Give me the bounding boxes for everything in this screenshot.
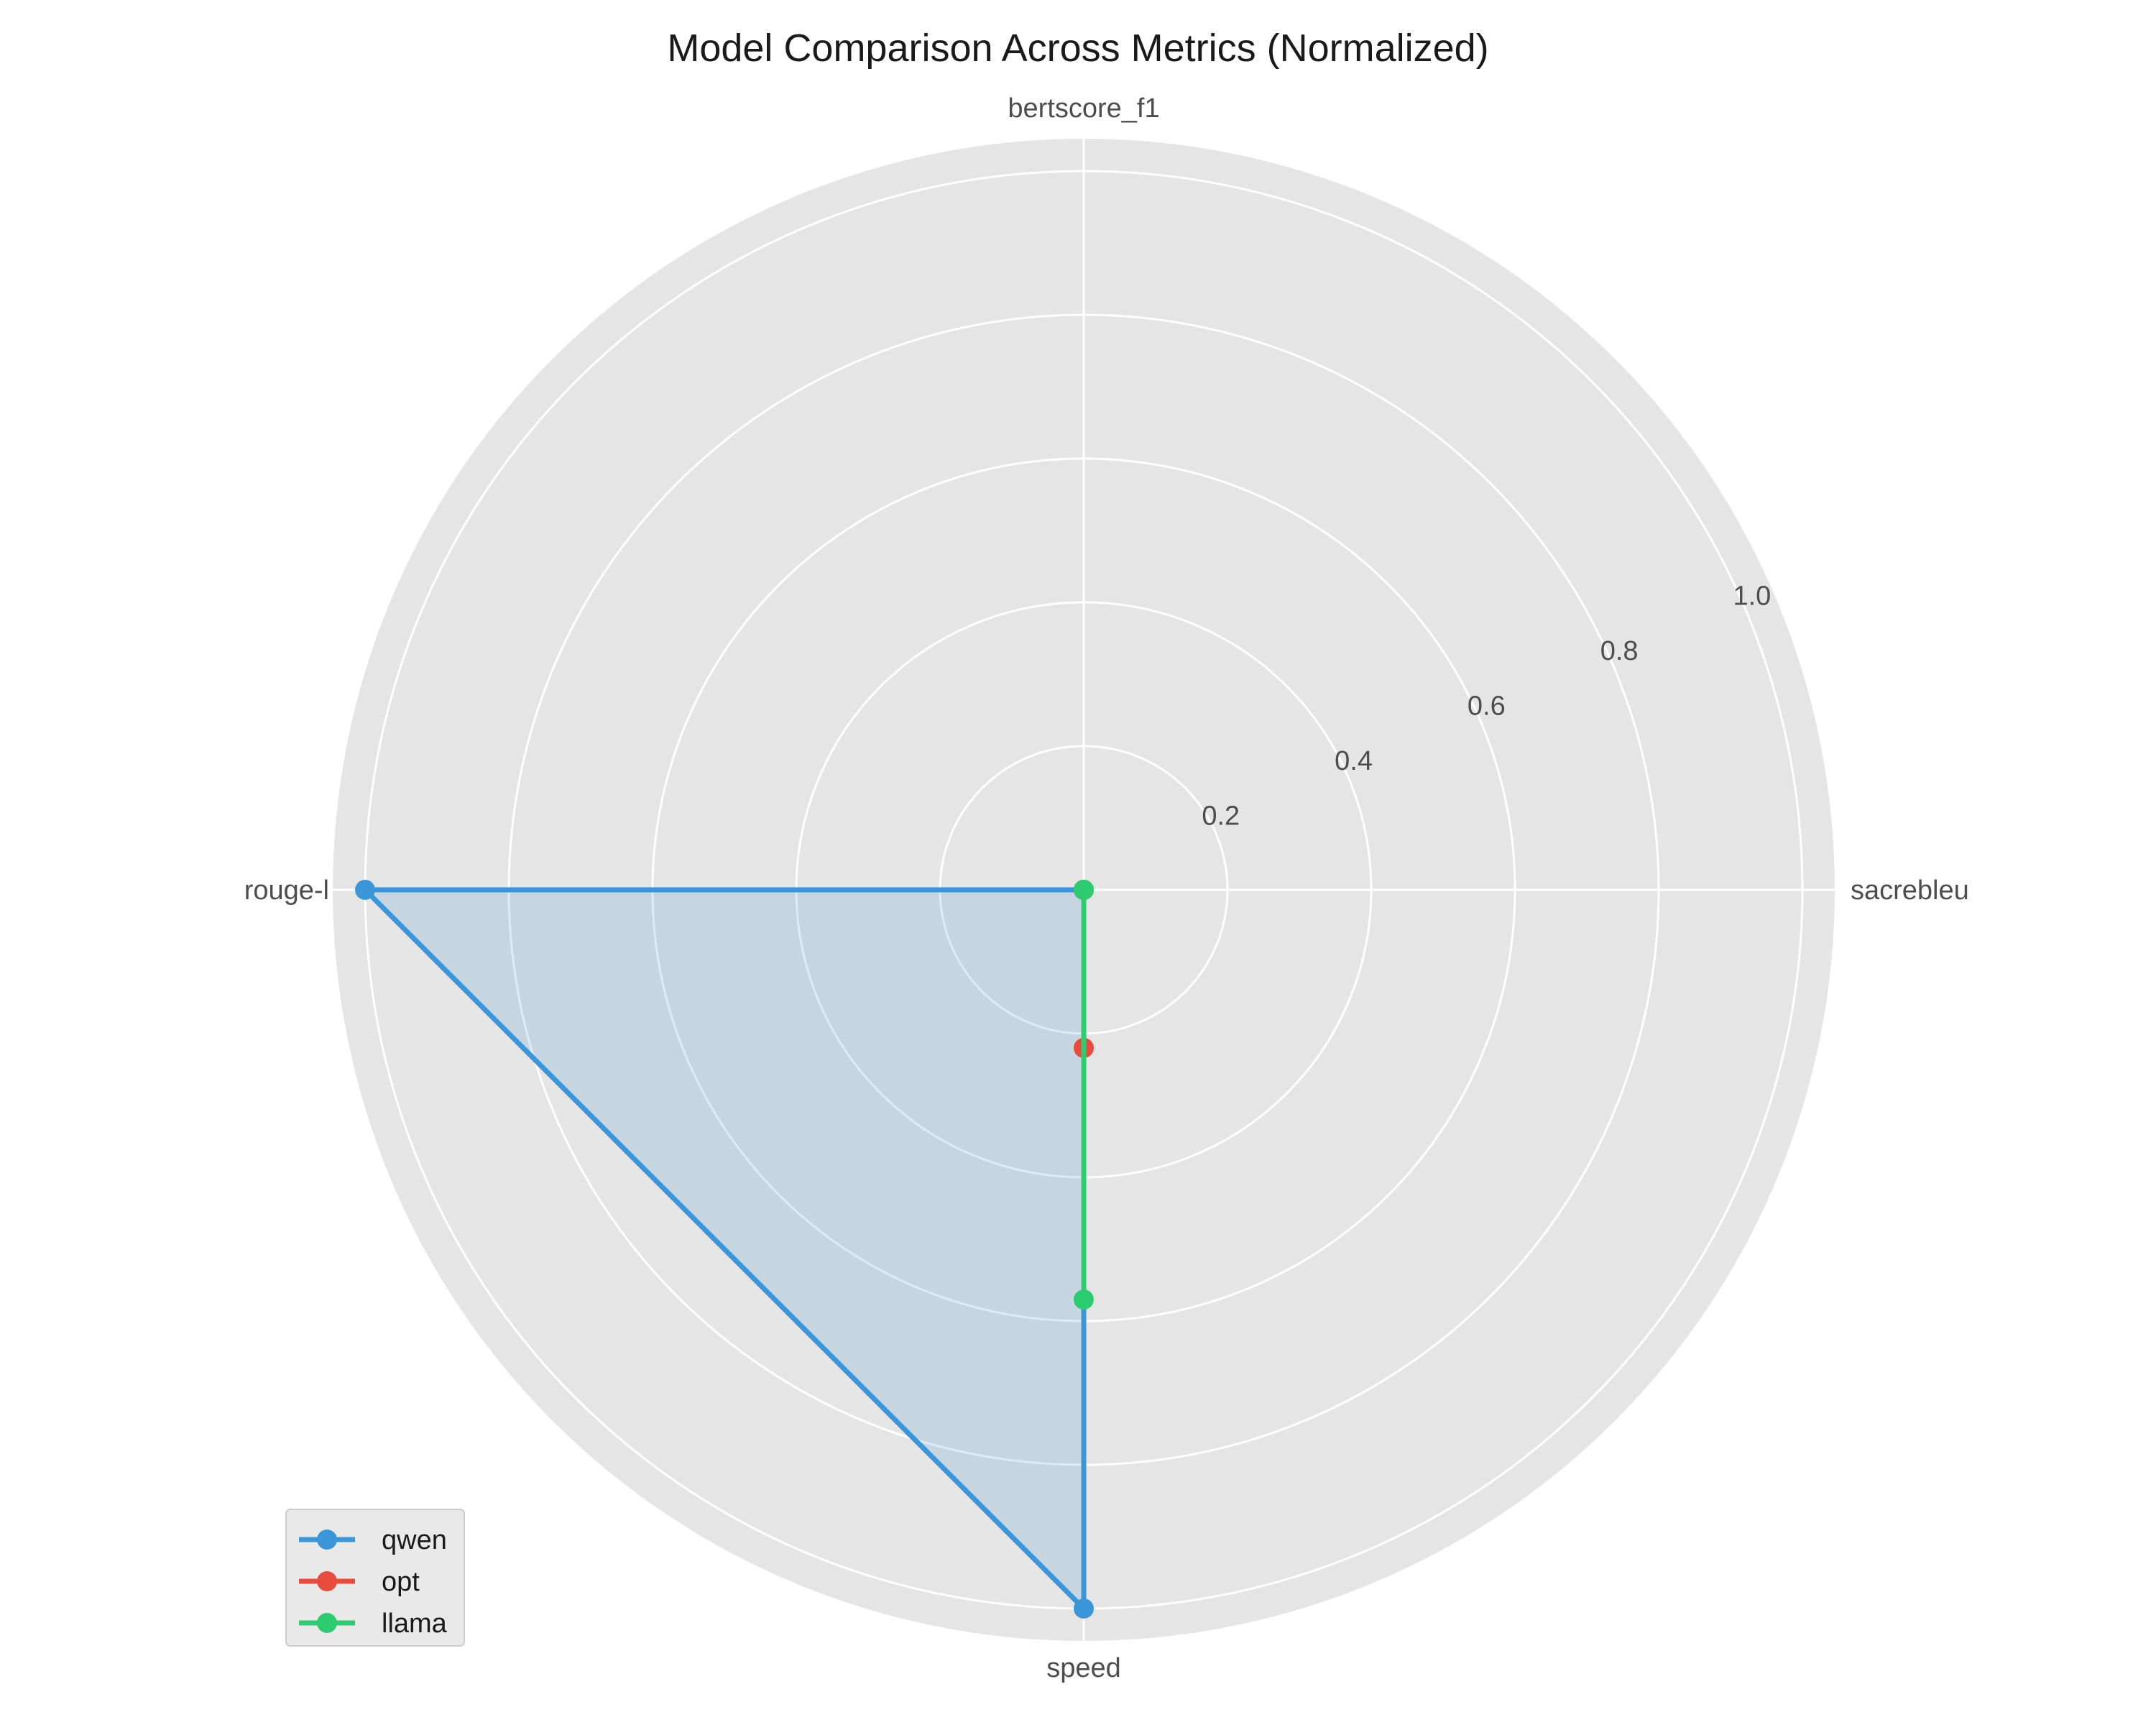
data-point-llama bbox=[1074, 1289, 1094, 1310]
legend-item-opt: opt bbox=[299, 1567, 420, 1597]
series-llama bbox=[1074, 880, 1094, 1310]
axis-label: speed bbox=[1046, 1653, 1121, 1683]
legend: qwen opt llama bbox=[285, 1509, 465, 1647]
axis-label: rouge-l bbox=[244, 875, 329, 906]
radial-tick-label: 0.2 bbox=[1202, 801, 1240, 831]
legend-item-llama: llama bbox=[299, 1609, 448, 1639]
legend-item-qwen: qwen bbox=[299, 1525, 447, 1555]
axis-label: sacrebleu bbox=[1851, 875, 1969, 906]
data-point-qwen bbox=[1074, 1598, 1094, 1619]
legend-swatch-marker bbox=[317, 1613, 337, 1633]
legend-label: llama bbox=[382, 1609, 448, 1639]
series-group bbox=[355, 880, 1094, 1619]
radial-tick-label: 0.8 bbox=[1600, 636, 1639, 666]
legend-swatch-marker bbox=[317, 1530, 337, 1550]
legend-swatch-marker bbox=[317, 1571, 337, 1591]
chart-title: Model Comparison Across Metrics (Normali… bbox=[667, 27, 1488, 70]
data-point-llama bbox=[1074, 880, 1094, 900]
axis-label: bertscore_f1 bbox=[1008, 93, 1159, 124]
radial-tick-label: 0.4 bbox=[1335, 746, 1373, 776]
radial-tick-labels: 0.2 0.4 0.6 0.8 1.0 bbox=[1202, 581, 1771, 831]
legend-label: qwen bbox=[382, 1525, 447, 1555]
radial-tick-label: 1.0 bbox=[1733, 581, 1771, 611]
radial-tick-label: 0.6 bbox=[1468, 691, 1506, 721]
data-point-qwen bbox=[355, 880, 375, 900]
legend-label: opt bbox=[382, 1567, 420, 1597]
axis-labels: bertscore_f1 sacrebleu speed rouge-l bbox=[244, 93, 1969, 1683]
